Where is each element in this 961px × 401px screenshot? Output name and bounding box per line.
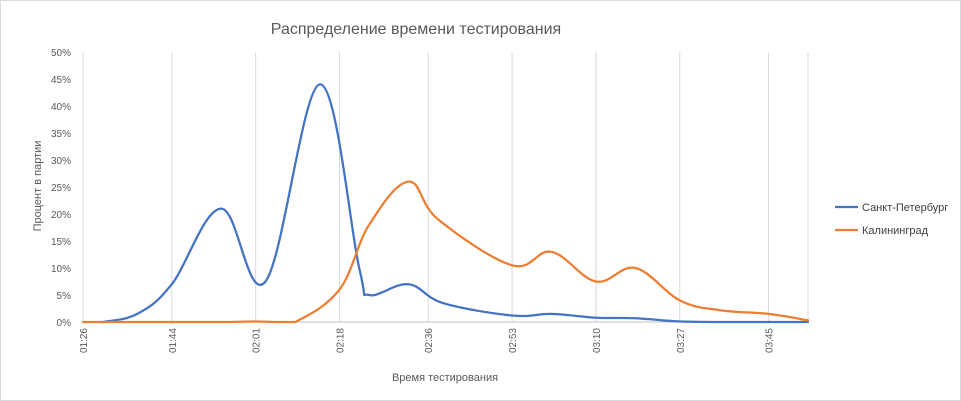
y-tick-label: 15% bbox=[51, 237, 71, 248]
x-axis-label: Время тестирования bbox=[392, 372, 498, 384]
y-tick-label: 50% bbox=[51, 48, 71, 59]
y-tick-label: 45% bbox=[51, 75, 71, 86]
x-tick-label: 01:44 bbox=[168, 328, 179, 353]
x-tick-label: 03:45 bbox=[765, 328, 776, 353]
series-line-0 bbox=[101, 83, 810, 324]
x-tick-label: 02:53 bbox=[508, 328, 519, 353]
y-tick-label: 25% bbox=[51, 183, 71, 194]
chart-title: Распределение времени тестирования bbox=[271, 21, 561, 38]
series-lines bbox=[81, 83, 810, 324]
x-tick-label: 03:10 bbox=[592, 328, 603, 353]
x-tick-label: 01:26 bbox=[79, 328, 90, 353]
y-tick-label: 0% bbox=[57, 318, 72, 329]
x-tick-label: 02:36 bbox=[424, 328, 435, 353]
y-tick-label: 35% bbox=[51, 129, 71, 140]
y-tick-labels: 0% 5% 10% 15% 20% 25% 30% 35% 40% 45% 50% bbox=[51, 48, 71, 329]
series-line-1 bbox=[81, 180, 810, 324]
y-tick-label: 30% bbox=[51, 156, 71, 167]
x-tick-label: 02:01 bbox=[252, 328, 263, 353]
y-tick-label: 40% bbox=[51, 102, 71, 113]
x-tick-label: 02:18 bbox=[335, 328, 346, 353]
y-tick-label: 20% bbox=[51, 210, 71, 221]
legend-entry: Санкт-Петербург bbox=[862, 202, 948, 214]
x-tick-labels: 01:26 01:44 02:01 02:18 02:36 02:53 03:10 03:27… bbox=[79, 328, 776, 353]
x-tick-label: 03:27 bbox=[676, 328, 687, 353]
y-tick-label: 10% bbox=[51, 264, 71, 275]
y-tick-label: 5% bbox=[57, 291, 72, 302]
legend-entry: Калининград bbox=[862, 225, 929, 237]
y-axis-label: Процент в партии bbox=[32, 141, 44, 232]
legend: Санкт-Петербург Калининград bbox=[835, 202, 948, 237]
vertical-gridlines bbox=[82, 52, 809, 322]
